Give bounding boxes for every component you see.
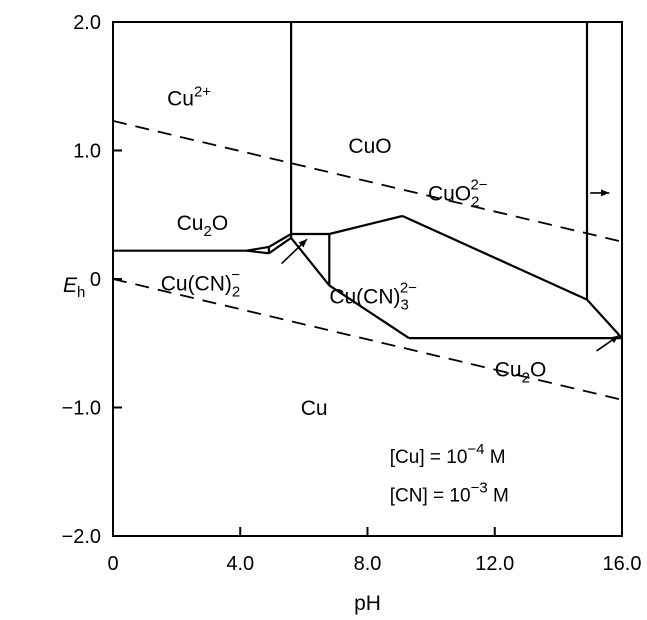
x-tick-label: 12.0 <box>475 553 514 575</box>
phase-boundary-line <box>328 284 410 340</box>
region-label-tail: O <box>212 212 228 235</box>
y-tick-label: −1.0 <box>62 398 101 420</box>
y-tick-label: 0 <box>90 269 101 291</box>
phase-boundary-line <box>329 214 403 236</box>
label-arrows <box>281 189 620 352</box>
region-label-cuo2: CuO22− <box>428 177 488 211</box>
region-label-subscript: 3 <box>400 296 408 313</box>
region-label-text: Cu <box>495 359 522 382</box>
condition-unit: M <box>485 447 506 468</box>
region-label-cucn3: Cu(CN)32− <box>329 279 417 313</box>
phase-boundary-line <box>586 298 623 339</box>
arrow-head <box>298 239 308 248</box>
x-tick-label: 8.0 <box>354 553 382 575</box>
phase-boundary-line <box>290 237 331 287</box>
condition-rhs: = 10 <box>425 447 468 468</box>
conditions-annotation: [Cu] = 10−4 M[CN] = 10−3 M <box>390 441 509 507</box>
region-label-cu2o-top: Cu2O <box>177 212 229 240</box>
arrow-head <box>610 335 619 344</box>
y-axis-label-subscript: h <box>77 284 85 301</box>
y-axis-label-main: E <box>63 274 78 297</box>
region-label-text: CuO <box>428 183 471 206</box>
region-label-cu: Cu <box>301 397 328 420</box>
region-label-cu2plus: Cu2+ <box>167 84 211 111</box>
y-tick-label: 2.0 <box>73 12 101 34</box>
condition-exponent: −3 <box>471 479 488 496</box>
y-tick-label: 1.0 <box>73 141 101 163</box>
y-axis-label: Eh <box>63 274 85 301</box>
phase-boundary-line <box>402 214 588 301</box>
water-line <box>112 120 623 243</box>
region-label-subscript: 2 <box>522 370 530 387</box>
x-axis-label: pH <box>354 592 381 615</box>
y-tick-label: −2.0 <box>62 526 101 548</box>
region-label-text: Cu <box>167 88 194 111</box>
condition-cu-conc: [Cu] = 10−4 M <box>390 441 506 468</box>
region-label-superscript: − <box>231 267 240 284</box>
region-label-superscript: 2+ <box>194 84 211 101</box>
region-label-text: Cu(CN) <box>329 285 400 308</box>
axis-tick-labels: 0 4.0 8.0 12.0 16.0 2.0 1.0 0 −1.0 −2.0 <box>62 12 642 575</box>
x-tick-label: 16.0 <box>603 553 642 575</box>
condition-cn-conc: [CN] = 10−3 M <box>390 479 509 506</box>
condition-rhs: = 10 <box>428 485 471 506</box>
condition-exponent: −4 <box>467 441 484 458</box>
region-label-text: Cu(CN) <box>161 273 232 296</box>
region-label-superscript: 2− <box>400 279 417 296</box>
axis-ticks <box>112 21 623 537</box>
region-label-cu2o-bottom: Cu2O <box>495 359 547 387</box>
region-label-cuo: CuO <box>348 135 391 158</box>
region-label-subscript: 2 <box>203 223 211 240</box>
x-tick-label: 0 <box>107 553 118 575</box>
phase-boundaries <box>113 22 623 340</box>
condition-lhs: [CN] <box>390 485 428 506</box>
condition-lhs: [Cu] <box>390 447 425 468</box>
region-label-subscript: 2 <box>471 194 479 211</box>
region-label-text: Cu <box>301 397 328 420</box>
region-label-superscript: 2− <box>470 177 487 194</box>
phase-boundary-line <box>268 236 292 255</box>
region-label-subscript: 2 <box>232 284 240 301</box>
condition-unit: M <box>488 485 509 506</box>
region-label-text: CuO <box>348 135 391 158</box>
region-label-text: Cu <box>177 212 204 235</box>
region-label-tail: O <box>530 359 546 382</box>
region-label-cucn2: Cu(CN)2− <box>161 267 241 301</box>
phase-boundary-line <box>268 233 292 248</box>
water-line <box>112 278 623 401</box>
x-tick-label: 4.0 <box>226 553 254 575</box>
water-stability-lines <box>112 120 623 401</box>
phase-boundary-line <box>246 249 270 255</box>
arrow-head <box>600 189 610 197</box>
